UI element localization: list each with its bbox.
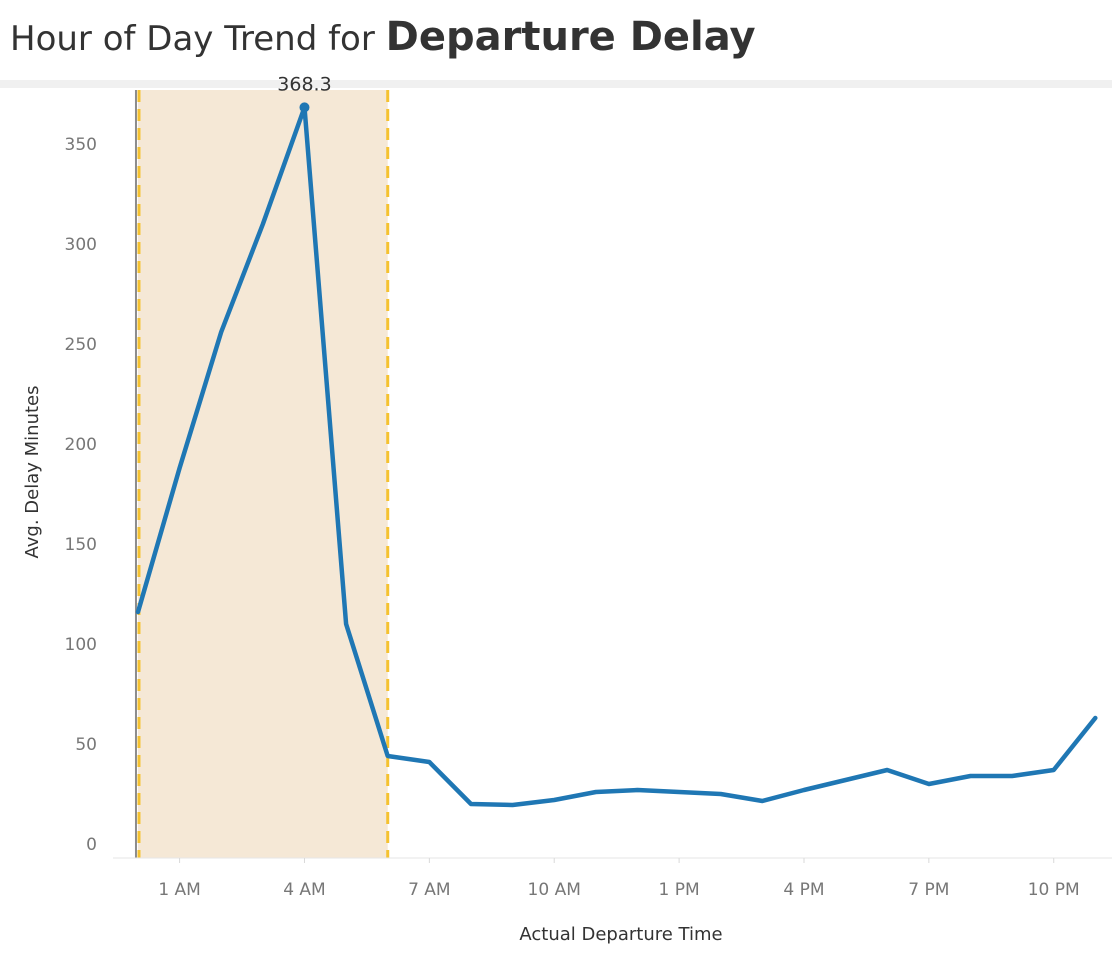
chart-title-prefix: Hour of Day Trend for bbox=[10, 19, 386, 59]
title-divider bbox=[0, 80, 1112, 88]
y-axis-title: Avg. Delay Minutes bbox=[22, 386, 43, 559]
x-tick-label: 1 PM bbox=[659, 880, 700, 900]
x-tick-label: 10 AM bbox=[528, 880, 581, 900]
chart-title: Hour of Day Trend for Departure Delay bbox=[10, 14, 756, 70]
peak-marker bbox=[299, 102, 310, 113]
y-tick-label: 200 bbox=[65, 435, 97, 455]
x-tick-label: 7 AM bbox=[408, 880, 451, 900]
y-tick-label: 0 bbox=[86, 835, 97, 855]
highlight-band bbox=[137, 90, 388, 858]
y-tick-label: 250 bbox=[65, 335, 97, 355]
x-tick-label: 10 PM bbox=[1028, 880, 1080, 900]
y-tick-label: 300 bbox=[65, 235, 97, 255]
x-tick-label: 4 AM bbox=[283, 880, 326, 900]
chart-title-main: Departure Delay bbox=[385, 14, 756, 60]
series-line bbox=[135, 105, 1098, 808]
x-tick-label: 4 PM bbox=[783, 880, 824, 900]
x-tick-label: 7 PM bbox=[908, 880, 949, 900]
y-tick-label: 100 bbox=[65, 635, 97, 655]
y-tick-label: 150 bbox=[65, 535, 97, 555]
y-tick-label: 350 bbox=[65, 135, 97, 155]
y-tick-label: 50 bbox=[75, 735, 97, 755]
peak-data-label: 368.3 bbox=[277, 73, 331, 95]
x-axis-title: Actual Departure Time bbox=[519, 924, 722, 945]
x-tick-label: 1 AM bbox=[158, 880, 201, 900]
